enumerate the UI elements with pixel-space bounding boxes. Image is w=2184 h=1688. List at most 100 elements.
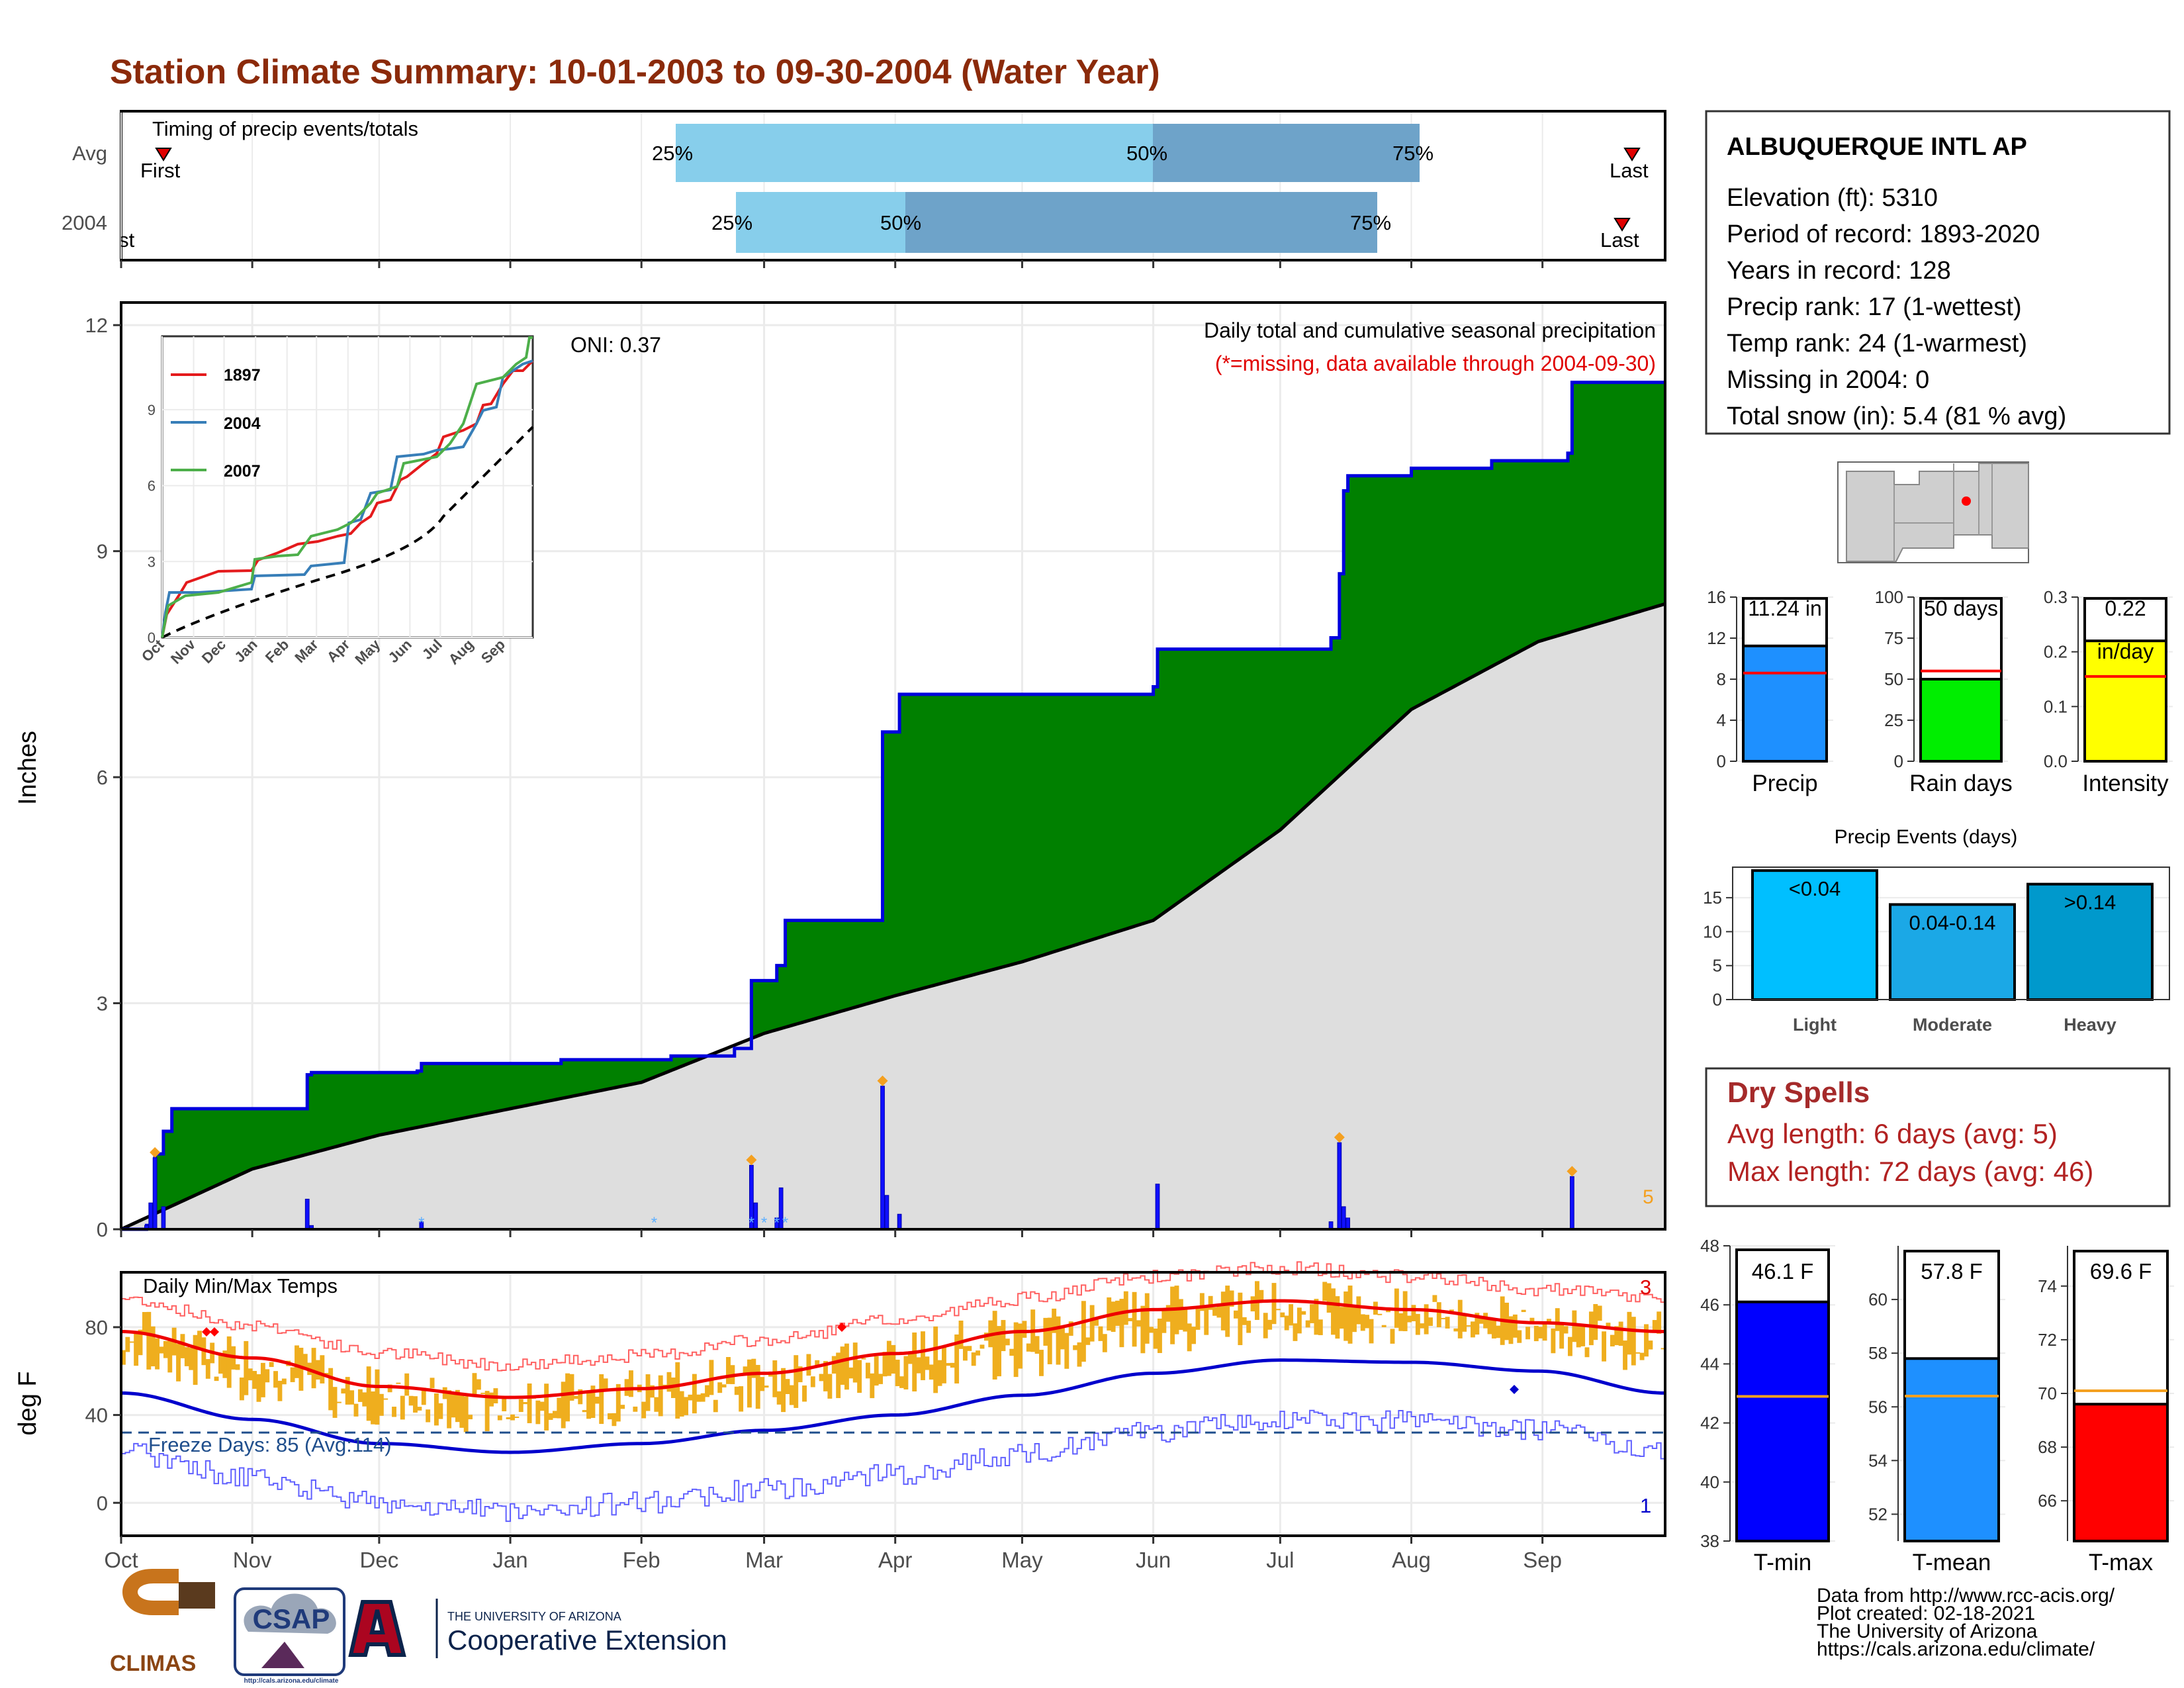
temp-range-bar <box>392 1407 396 1417</box>
temp-range-bar <box>1165 1305 1171 1322</box>
temp-range-bar <box>1073 1345 1078 1350</box>
temp-range-bar <box>472 1373 477 1395</box>
events-tick-label: 0 <box>1713 990 1722 1009</box>
temp-range-bar <box>468 1415 473 1420</box>
temp-xtick-label: Nov <box>233 1548 272 1572</box>
temp-range-bar <box>1390 1329 1395 1344</box>
temp-range-bar <box>557 1397 562 1419</box>
temp-range-bar <box>666 1372 672 1392</box>
daily-precip-bar <box>1337 1142 1342 1230</box>
temp-range-bar <box>641 1401 647 1419</box>
temp-range-bar <box>1335 1296 1340 1339</box>
temp-range-bar <box>1250 1296 1255 1312</box>
temp-bar-value <box>1735 1300 1830 1542</box>
precip-ylabel: Inches <box>14 731 42 805</box>
temp-range-bar <box>1360 1314 1365 1331</box>
temp-range-bar <box>971 1352 976 1366</box>
temp-range-bar <box>484 1391 490 1432</box>
temp-range-bar <box>921 1331 925 1380</box>
temp-range-bar <box>1512 1314 1518 1338</box>
temp-range-bar <box>1246 1321 1251 1333</box>
temp-range-bar <box>1208 1295 1213 1310</box>
inset-line-1897 <box>161 359 534 638</box>
timing-2004-iqr-low <box>736 192 905 253</box>
daily-precip-bar <box>304 1198 310 1230</box>
temp-range-bar <box>1267 1319 1273 1330</box>
mini-bar-value-label: 50 days <box>1924 596 1998 620</box>
temp-range-bar <box>1424 1304 1429 1335</box>
temp-range-bar <box>1263 1313 1268 1338</box>
temp-range-bar <box>1381 1325 1387 1327</box>
temp-range-bar <box>222 1350 228 1378</box>
inset-avg-line <box>161 426 534 639</box>
temp-range-bar <box>649 1385 655 1398</box>
temp-range-bar <box>700 1393 705 1402</box>
temp-range-bar <box>1339 1307 1344 1329</box>
oni-value: ONI: 0.37 <box>570 333 661 357</box>
temp-range-bar <box>1259 1289 1264 1301</box>
temp-range-bar <box>764 1385 769 1388</box>
temp-range-bar <box>1187 1323 1192 1352</box>
temp-range-bar <box>1220 1291 1226 1331</box>
precip-ytick-label: 3 <box>97 992 108 1015</box>
temp-range-bar <box>138 1329 143 1356</box>
temp-range-bar <box>1627 1311 1632 1355</box>
temp-range-bar <box>569 1374 574 1401</box>
temp-range-bar <box>328 1368 334 1411</box>
temp-range-bar <box>620 1405 625 1409</box>
temp-range-bar <box>1551 1328 1556 1354</box>
temp-bar-tick-label: 38 <box>1700 1531 1719 1551</box>
temp-range-bar <box>387 1384 392 1393</box>
temp-range-bar <box>819 1374 824 1382</box>
csap-logo: CSAP http://cals.arizona.edu/climate <box>234 1587 345 1685</box>
max-event-marker <box>746 1154 757 1166</box>
temp-range-bar <box>527 1383 532 1423</box>
temp-range-bar <box>794 1355 799 1408</box>
temp-range-bar <box>1365 1315 1370 1329</box>
temp-range-bar <box>1047 1317 1052 1364</box>
avg-cumulative-area <box>121 604 1665 1229</box>
temp-panel: Daily Min/Max Temps Freeze Days: 85 (Avg… <box>14 1261 1666 1572</box>
temp-range-bar <box>1052 1308 1057 1333</box>
timing-2004-q50: 50% <box>880 211 921 234</box>
max-event-marker <box>1334 1132 1345 1143</box>
temp-range-bar <box>942 1346 946 1383</box>
temp-range-bar <box>692 1374 697 1414</box>
temp-range-bar <box>840 1346 845 1385</box>
events-bar-label: Light <box>1793 1015 1837 1035</box>
mini-bar-charts: 0 4 8 12 16 11.24 in Precip 0 25 50 75 100 50 days Ra… <box>1707 587 2173 796</box>
temp-bar-t-min: 38 40 42 44 46 48 46.1 F T-min <box>1700 1236 1835 1575</box>
dry-spells-max: Max length: 72 days (avg: 46) <box>1727 1156 2093 1187</box>
temp-range-bar <box>514 1417 520 1419</box>
temp-range-bar <box>1529 1317 1535 1322</box>
temp-range-bar <box>1195 1307 1201 1330</box>
temp-range-bar <box>958 1321 964 1349</box>
temp-range-bar <box>1009 1348 1015 1356</box>
temp-range-bar <box>844 1343 849 1390</box>
temp-range-bar <box>1496 1325 1501 1338</box>
temp-range-bar <box>726 1357 731 1384</box>
temp-range-bar <box>366 1366 371 1421</box>
temp-range-bar <box>1199 1293 1205 1311</box>
daily-precip-bar <box>148 1202 154 1230</box>
temp-range-bar <box>590 1385 596 1419</box>
temp-range-bar <box>1567 1336 1572 1356</box>
csap-logo-text: CSAP <box>253 1603 330 1634</box>
precip-events-chart: Precip Events (days) 0 5 10 15 <0.04 Light 0.0… <box>1703 826 2170 1035</box>
mini-bar-tick-label: 0 <box>1717 751 1726 771</box>
precip-header: Daily total and cumulative seasonal prec… <box>1204 318 1656 342</box>
dry-spells-avg: Avg length: 6 days (avg: 5) <box>1727 1118 2058 1149</box>
temp-range-bar <box>265 1369 270 1383</box>
temp-min-count: 1 <box>1640 1494 1651 1517</box>
record-max-step <box>121 1261 1665 1372</box>
temp-range-bar <box>1398 1313 1404 1331</box>
temp-range-bar <box>1293 1323 1298 1341</box>
temp-range-bar <box>1369 1319 1374 1344</box>
temp-range-bar <box>433 1393 439 1426</box>
temp-xtick-label: Aug <box>1392 1548 1431 1572</box>
temp-range-bar <box>1517 1330 1522 1343</box>
temp-range-bar <box>1508 1316 1514 1344</box>
temp-xtick-label: Feb <box>623 1548 660 1572</box>
temp-range-bar <box>891 1344 896 1374</box>
timing-avg-iqr-low <box>676 124 1153 182</box>
